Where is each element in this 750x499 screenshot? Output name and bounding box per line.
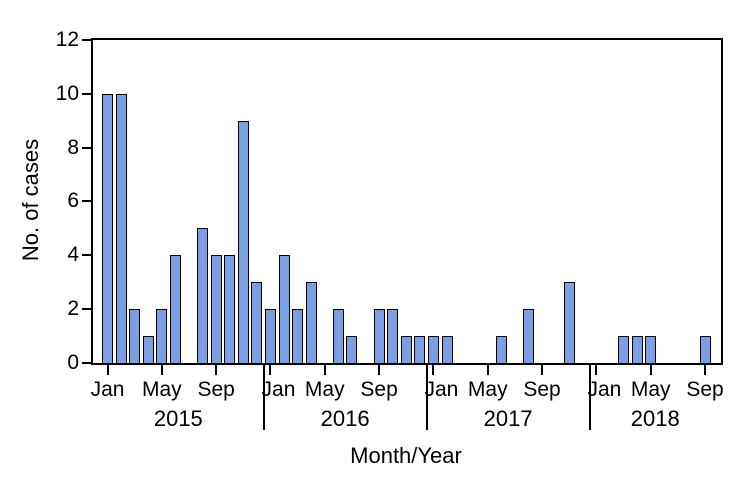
year-label: 2016 (320, 406, 370, 431)
bar-2017-Jun (495, 336, 507, 365)
y-tick (82, 200, 91, 203)
bar-2018-Sep (699, 336, 711, 365)
x-tick-label: Sep (197, 378, 235, 401)
year-divider (588, 363, 591, 430)
year-divider (425, 363, 428, 430)
x-tick (269, 365, 272, 375)
year-label: 2015 (153, 406, 203, 431)
y-tick (82, 146, 91, 149)
bar-2016-Oct (387, 309, 399, 365)
bar-2016-Sep (373, 309, 385, 365)
y-tick-label: 2 (67, 297, 79, 321)
bar-2015-Mar (129, 309, 141, 365)
x-tick-label: May (630, 378, 671, 401)
x-tick (541, 365, 544, 375)
bar-2017-Jan (427, 336, 439, 365)
y-tick (82, 254, 91, 257)
bar-2015-May (156, 309, 168, 365)
x-tick-label: Sep (686, 378, 724, 401)
plot-area (91, 38, 723, 365)
bar-2017-Feb (441, 336, 453, 365)
x-tick-label: May (467, 378, 508, 401)
y-tick-label: 4 (67, 243, 79, 267)
bar-2015-Sep (210, 255, 222, 365)
bar-2016-Mar (292, 309, 304, 365)
y-tick-label: 0 (67, 351, 79, 374)
x-tick-label: Jan (424, 378, 459, 401)
x-tick-label: Jan (587, 378, 622, 401)
x-tick-label: Sep (360, 378, 398, 401)
bar-2016-Apr (305, 282, 317, 365)
bar-2015-Dec (251, 282, 263, 365)
bar-2015-Nov (237, 120, 249, 365)
bar-2017-Nov (563, 282, 575, 365)
y-tick-label: 6 (67, 189, 79, 213)
y-tick (82, 362, 91, 364)
bar-2018-Apr (631, 336, 643, 365)
bar-2015-Aug (197, 228, 209, 365)
bar-2016-Jun (332, 309, 344, 365)
x-tick (378, 365, 381, 375)
y-tick (82, 38, 91, 41)
bar-2016-Nov (400, 336, 412, 365)
year-divider (262, 363, 265, 430)
year-label: 2017 (483, 406, 533, 431)
x-tick (323, 365, 326, 375)
bar-2015-Feb (115, 93, 127, 365)
x-tick-label: May (304, 378, 345, 401)
x-tick (160, 365, 163, 375)
y-tick (82, 92, 91, 95)
x-tick (106, 365, 109, 375)
bar-2018-Mar (618, 336, 630, 365)
y-tick (82, 308, 91, 311)
bar-2015-Oct (224, 255, 236, 365)
x-tick-label: Jan (90, 378, 125, 401)
x-axis-title: Month/Year (350, 443, 462, 468)
x-tick-label: Jan (261, 378, 296, 401)
bar-2016-Dec (414, 336, 426, 365)
bar-2015-Jan (102, 93, 113, 365)
y-tick-label: 10 (55, 81, 79, 105)
x-tick-label: May (141, 378, 182, 401)
bar-2016-Feb (278, 255, 290, 365)
x-tick-label: Sep (523, 378, 561, 401)
y-tick-label: 8 (67, 135, 79, 159)
x-tick (432, 365, 435, 375)
year-label: 2018 (630, 406, 680, 431)
y-tick-label: 12 (55, 27, 79, 51)
bar-2015-Apr (142, 336, 154, 365)
bar-2015-Jun (169, 255, 181, 365)
bar-2016-Jul (346, 336, 358, 365)
x-tick (215, 365, 218, 375)
bar-2018-May (645, 336, 657, 365)
x-tick (649, 365, 652, 375)
x-tick (486, 365, 489, 375)
bar-2016-Jan (264, 309, 276, 365)
x-tick (704, 365, 707, 375)
bar-2017-Aug (522, 309, 534, 365)
x-tick (595, 365, 598, 375)
